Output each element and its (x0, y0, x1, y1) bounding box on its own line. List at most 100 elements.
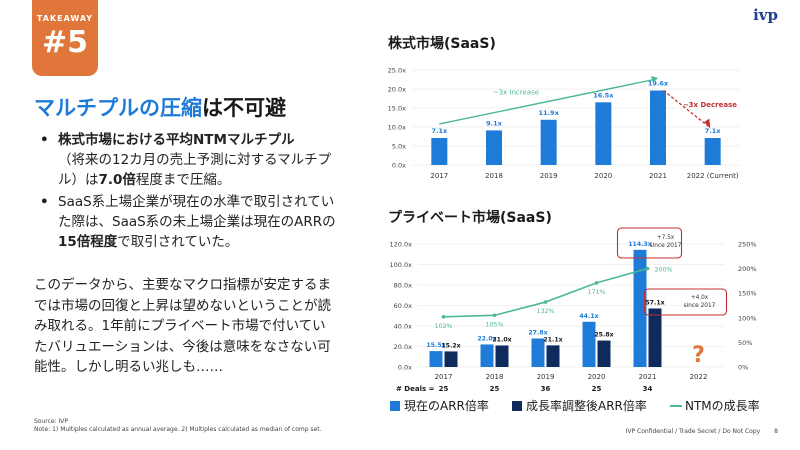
chart2-callout-adjusted-box (643, 288, 728, 316)
badge-number: #5 (41, 25, 88, 60)
chart2-deal-count: 34 (643, 385, 653, 393)
chart1-decrease-arrow (663, 90, 709, 127)
chart1-ytick-label: 25.0x (388, 67, 406, 75)
chart2-y2tick-label: 100% (738, 314, 757, 322)
chart1-bar (595, 102, 612, 165)
chart2-data-label-adjusted: 57.1x (645, 299, 664, 306)
chart1-title: 株式市場(SaaS) (388, 35, 496, 52)
chart2-xtick-label: 2018 (486, 373, 504, 381)
chart2-y2tick-label: 250% (738, 241, 757, 249)
chart1-xtick-label: 2022 (Current) (687, 172, 739, 180)
chart2-deals-label: # Deals = (396, 385, 435, 393)
chart2-xtick-label: 2022 (690, 373, 708, 381)
chart2-xtick-label: 2019 (537, 373, 555, 381)
chart1-bar (650, 90, 666, 165)
bullet-item: 株式市場における平均NTMマルチプル （将来の12カ月の売上予測に対するマルチプ… (40, 130, 340, 190)
chart2-y2tick-label: 200% (738, 265, 757, 273)
chart1-decrease-arrowhead (704, 118, 711, 129)
chart2-y2tick-label: 50% (738, 339, 752, 347)
chart2-bar-current-arr (429, 351, 443, 367)
source-text: Source: IVP (34, 418, 69, 425)
chart1-data-label: 11.9x (539, 109, 560, 117)
chart2-callout-adjusted-line2: since 2017 (684, 303, 716, 309)
headline: マルチプルの圧縮は不可避 (34, 92, 286, 122)
headline-rest: は不可避 (202, 96, 286, 120)
legend-label-adjusted-arr: 成長率調整後ARR倍率 (526, 398, 647, 413)
chart2-data-label-current: 44.1x (579, 313, 598, 320)
chart2-data-label-adjusted: 21.1x (543, 336, 562, 343)
chart2-growth-label: 171% (588, 289, 606, 296)
body-paragraph: このデータから、主要なマクロ指標が安定するまでは市場の回復と上昇は望めないという… (34, 277, 331, 375)
chart2-bar-adjusted-arr (444, 351, 458, 367)
chart1-ytick-label: 5.0x (392, 143, 406, 151)
chart2-callout-current-line2: since 2017 (650, 243, 682, 249)
page-number: 8 (774, 428, 778, 435)
chart1-increase-annotation: ~3x Increase (493, 88, 539, 96)
chart2-bar-current-arr (633, 249, 647, 367)
chart2-growth-point (441, 315, 446, 319)
chart1-increase-arrowhead (651, 75, 658, 83)
chart2-callout-adjusted-line1: +4.0x (691, 295, 709, 301)
chart2-data-label-adjusted: 15.2x (441, 342, 460, 349)
ivp-logo: ivp (753, 6, 778, 24)
chart2-bar-adjusted-arr (546, 345, 560, 367)
bullet-1-tail: 程度まで圧縮。 (135, 172, 231, 188)
bullet-2-bold: 15倍程度 (58, 234, 118, 250)
chart2-ytick-label: 80.0x (394, 282, 412, 290)
chart2-growth-point (492, 313, 497, 318)
chart2-bar-current-arr (531, 338, 545, 367)
chart2-bar-adjusted-arr (495, 345, 509, 367)
chart1-data-label: 7.1x (431, 127, 448, 135)
chart2-ytick-label: 120.0x (390, 241, 413, 249)
bullet-1-heading: 株式市場における平均NTMマルチプル (58, 132, 295, 148)
chart2-bar-adjusted-arr (648, 308, 662, 367)
headline-highlight: マルチプルの圧縮 (34, 96, 202, 120)
bullet-list: 株式市場における平均NTMマルチプル （将来の12カ月の売上予測に対するマルチプ… (40, 130, 340, 254)
bullet-2-tail: で取引されていた。 (117, 234, 239, 250)
chart1-xtick-label: 2018 (485, 172, 503, 180)
chart2-growth-label: 200% (655, 267, 673, 274)
takeaway-badge: TAKEAWAY #5 (32, 0, 98, 76)
legend-swatch-current-arr (390, 401, 400, 411)
chart2-data-label-current: 15.5x (426, 342, 445, 349)
chart2-growth-label: 132% (537, 308, 555, 315)
footer-text: IVP Confidential / Trade Secret / Do Not… (625, 428, 761, 435)
chart2-growth-label: 105% (486, 321, 504, 328)
chart2-xtick-label: 2017 (435, 373, 453, 381)
chart2-bar-adjusted-arr (597, 340, 611, 367)
chart1-data-label: 16.5x (593, 91, 614, 99)
chart2-deal-count: 36 (541, 385, 551, 393)
chart2-xtick-label: 2021 (639, 373, 657, 381)
chart2-callout-current-box (616, 227, 683, 259)
chart2-data-label-current: 114.3x (628, 241, 652, 248)
bullet-2-text: SaaS系上場企業が現在の水準で取引されていた際は、SaaS系の未上場企業は現在… (58, 194, 336, 230)
chart1-xtick-label: 2020 (594, 172, 612, 180)
bullet-1-text: （将来の12カ月の売上予測に対するマルチプル）は (58, 152, 332, 188)
chart2-title: プライベート市場(SaaS) (388, 209, 552, 226)
chart2-y2tick-label: 150% (738, 290, 757, 298)
chart2-ytick-label: 20.0x (394, 343, 412, 351)
chart2-deal-count: 25 (439, 385, 449, 393)
chart2-ytick-label: 100.0x (390, 261, 413, 269)
badge-label: TAKEAWAY (36, 14, 94, 23)
chart1-data-label: 7.1x (705, 127, 722, 135)
footer: IVP Confidential / Trade Secret / Do Not… (626, 428, 778, 435)
chart1-xtick-label: 2019 (540, 172, 558, 180)
chart1-data-label: 19.6x (648, 80, 669, 88)
chart1-xtick-label: 2017 (430, 172, 448, 180)
chart1-decrease-annotation: ~3x Decrease (683, 101, 737, 109)
chart2-deal-count: 25 (490, 385, 500, 393)
legend-label-current-arr: 現在のARR倍率 (404, 398, 489, 413)
chart2-data-label-adjusted: 21.0x (492, 336, 511, 343)
chart1-xtick-label: 2021 (649, 172, 667, 180)
chart2-bar-current-arr (582, 321, 596, 367)
chart1-bar (704, 138, 721, 165)
chart2-ytick-label: 0.0x (398, 364, 412, 372)
footnote-text: Note: 1) Multiples calculated as annual … (34, 426, 322, 433)
source-note: Source: IVP Note: 1) Multiples calculate… (34, 418, 322, 434)
chart2-deal-count: 25 (592, 385, 602, 393)
chart2-bar-current-arr (480, 344, 494, 367)
chart1-increase-arrow (439, 78, 655, 125)
chart1-ytick-label: 10.0x (388, 124, 406, 132)
